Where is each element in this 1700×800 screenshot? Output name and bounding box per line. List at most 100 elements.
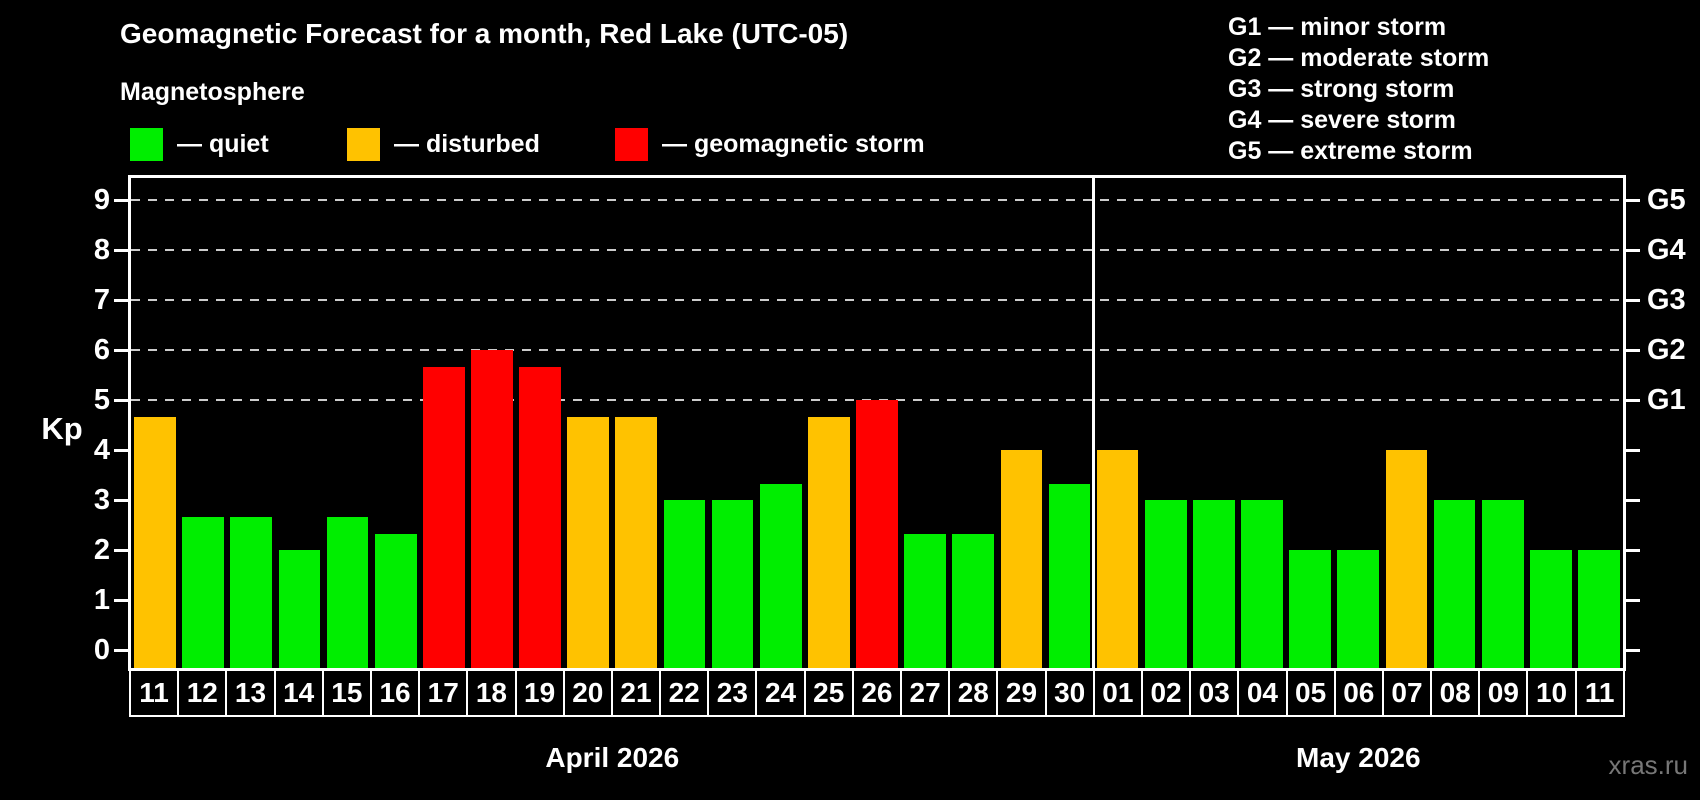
legend-item-quiet: — quiet: [130, 126, 269, 162]
day-cell: 26: [851, 670, 900, 715]
kp-bar-01: [1096, 450, 1139, 668]
day-cell: 08: [1430, 670, 1478, 715]
day-cell: 28: [948, 670, 996, 715]
day-cell: 02: [1140, 670, 1189, 715]
g-axis-label-g4: G4: [1647, 234, 1686, 266]
y-axis-tick: [114, 299, 131, 302]
g-axis-label-g3: G3: [1647, 284, 1686, 316]
g-legend-entry: G4 — severe storm: [1228, 106, 1456, 134]
y-tick-label: 1: [93, 584, 110, 616]
y-tick-label: 8: [93, 234, 110, 266]
day-cell: 25: [803, 670, 852, 715]
kp-bar-26: [856, 400, 898, 668]
g-axis-tick: [1623, 599, 1640, 602]
g-axis-tick: [1623, 299, 1640, 302]
y-axis-tick: [114, 249, 131, 252]
day-cell: 09: [1478, 670, 1526, 715]
g-axis-tick: [1623, 249, 1640, 252]
kp-bar-19: [519, 366, 561, 668]
g-legend-entry: G2 — moderate storm: [1228, 44, 1490, 72]
day-cell: 10: [1526, 670, 1574, 715]
day-cell: 27: [900, 670, 948, 715]
day-cell: 29: [996, 670, 1044, 715]
month-separator: [1092, 178, 1096, 668]
kp-bar-17: [422, 366, 465, 668]
day-cell: 11: [1574, 670, 1623, 715]
kp-bar-11: [134, 416, 176, 668]
g-axis-tick: [1623, 549, 1640, 552]
day-cell: 14: [273, 670, 322, 715]
y-axis-tick: [114, 199, 131, 202]
g-axis-tick: [1623, 399, 1640, 402]
kp-bar-09: [1481, 500, 1524, 668]
legend-swatch-quiet: [130, 127, 163, 161]
y-tick-label: 2: [93, 534, 110, 566]
chart-title: Geomagnetic Forecast for a month, Red La…: [120, 18, 849, 49]
day-cell: 16: [369, 670, 418, 715]
y-axis-tick: [114, 549, 131, 552]
day-cell: 04: [1237, 670, 1285, 715]
y-axis-tick: [114, 649, 131, 652]
y-tick-label: 9: [93, 184, 110, 216]
kp-bar-28: [952, 533, 995, 668]
legend-label: — disturbed: [394, 129, 540, 158]
gridline-kp-6: [131, 349, 1623, 351]
g-axis-tick: [1623, 349, 1640, 352]
y-axis-tick: [114, 399, 131, 402]
month-label: April 2026: [545, 742, 680, 773]
y-axis-tick: [114, 499, 131, 502]
g-axis-label-g2: G2: [1647, 334, 1686, 366]
watermark: xras.ru: [1608, 750, 1688, 780]
day-cell: 07: [1381, 670, 1430, 715]
legend-label: — quiet: [177, 129, 269, 158]
kp-bar-04: [1241, 500, 1283, 668]
kp-bar-23: [711, 500, 754, 668]
day-axis-row: 11 12 13 14 15 16 17 18 19 20 21 22 23 24 25 26 27 28 29 30…: [129, 668, 1625, 717]
kp-bar-24: [759, 483, 802, 668]
kp-bar-12: [182, 516, 225, 668]
g-legend-entry: G1 — minor storm: [1228, 13, 1447, 41]
gridline-kp-7: [131, 299, 1623, 301]
day-cell: 05: [1285, 670, 1334, 715]
day-cell: 11: [139, 676, 169, 708]
day-cell: 03: [1189, 670, 1237, 715]
day-cell: 13: [225, 670, 273, 715]
y-tick-label: 4: [93, 434, 110, 466]
kp-bar-25: [808, 416, 850, 668]
y-axis-tick: [114, 449, 131, 452]
kp-bar-15: [326, 516, 369, 668]
g-legend-entry: G3 — strong storm: [1228, 75, 1455, 103]
kp-bar-16: [374, 533, 417, 668]
g-legend-entry: G5 — extreme storm: [1228, 137, 1473, 165]
day-cell: 01: [1092, 670, 1141, 715]
month-label: May 2026: [1296, 742, 1421, 773]
legend-label: — geomagnetic storm: [662, 129, 925, 158]
g-axis-label-g1: G1: [1647, 384, 1686, 416]
day-cell: 21: [610, 670, 659, 715]
day-cell: 17: [418, 670, 466, 715]
kp-bar-18: [471, 350, 513, 668]
kp-bar-08: [1433, 500, 1476, 668]
kp-bar-06: [1337, 550, 1380, 668]
kp-bar-02: [1144, 500, 1187, 668]
g-axis-tick: [1623, 449, 1640, 452]
kp-bar-27: [904, 533, 946, 668]
gridline-kp-8: [131, 249, 1623, 251]
kp-bar-07: [1385, 450, 1428, 668]
kp-bar-20: [567, 416, 610, 668]
legend-swatch-disturbed: [347, 127, 380, 161]
y-tick-label: 5: [93, 384, 110, 416]
g-axis-tick: [1623, 649, 1640, 652]
g-axis-tick: [1623, 199, 1640, 202]
y-tick-label: 6: [93, 334, 110, 366]
kp-bar-03: [1193, 500, 1235, 668]
kp-bar-29: [1000, 450, 1043, 668]
g-scale-legend: G1 — minor storm G2 — moderate storm G3 …: [1228, 12, 1489, 167]
kp-bar-30: [1048, 483, 1091, 668]
kp-bar-14: [278, 550, 321, 668]
day-cell: 06: [1333, 670, 1382, 715]
day-cell: 19: [514, 670, 563, 715]
chart-subtitle: Magnetosphere: [120, 78, 305, 106]
kp-bar-11: [1578, 550, 1620, 668]
